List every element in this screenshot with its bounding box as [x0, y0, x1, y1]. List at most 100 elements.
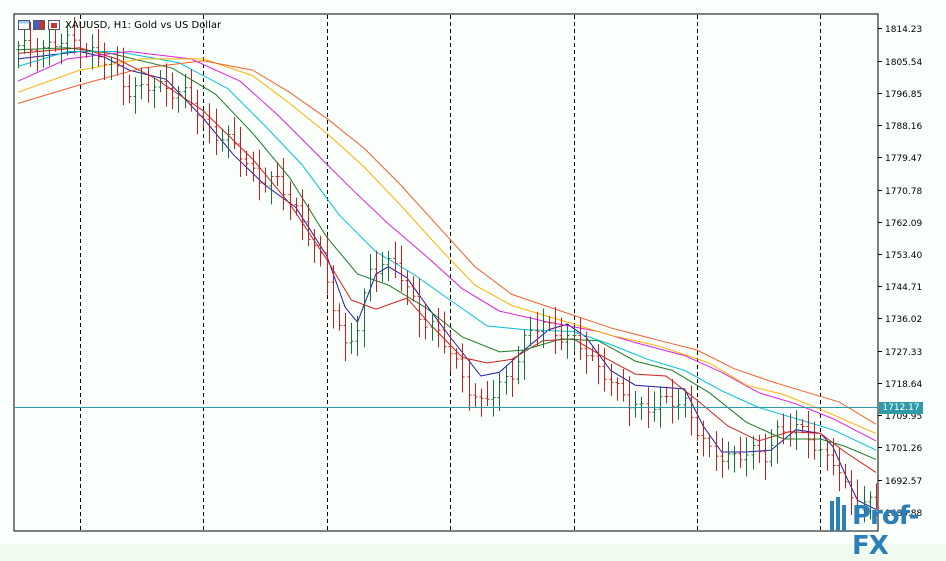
ohlc-bar [602, 348, 607, 392]
ohlc-bar [868, 491, 873, 520]
ohlc-bar [115, 46, 120, 76]
ohlc-bar [689, 385, 694, 436]
ohlc-bar [65, 24, 70, 56]
ohlc-bar [380, 251, 385, 282]
ohlc-bar [300, 189, 305, 241]
ohlc-bar [349, 322, 354, 354]
chart-title: XAUUSD, H1: Gold vs US Dollar [65, 19, 222, 31]
ohlc-bar [695, 399, 700, 441]
ohlc-bar [553, 306, 558, 355]
ohlc-bar [152, 77, 157, 109]
ohlc-bar [96, 29, 101, 67]
ohlc-bar [701, 420, 706, 457]
ohlc-bar [670, 378, 675, 424]
ohlc-bar [769, 429, 774, 467]
ohlc-bar [738, 436, 743, 468]
ohlc-bar [158, 70, 163, 93]
ohlc-bar [615, 377, 620, 401]
ohlc-bar [676, 388, 681, 420]
ohlc-bar [788, 413, 793, 447]
ohlc-bar [781, 413, 786, 445]
symbol-icon[interactable] [48, 20, 60, 30]
ohlc-bar [84, 43, 89, 58]
ohlc-bar [775, 420, 780, 464]
ohlc-bar [874, 483, 879, 510]
window-icon[interactable] [18, 20, 30, 30]
ohlc-bar [331, 265, 336, 329]
ohlc-bar [207, 103, 212, 144]
ohlc-bar [399, 245, 404, 292]
ohlc-bar [565, 324, 570, 359]
ohlc-bar [411, 276, 416, 302]
price-tick-label: 1683.88 [885, 509, 922, 519]
ohlc-bar [226, 125, 231, 159]
ohlc-bar [251, 151, 256, 182]
ohlc-bar [578, 318, 583, 360]
moving-average-line [17, 47, 877, 473]
chart-type-icon[interactable] [33, 20, 45, 30]
ohlc-bar [732, 445, 737, 473]
ohlc-bar [485, 381, 490, 406]
ohlc-bar [794, 410, 799, 451]
ohlc-bar [312, 228, 317, 263]
ohlc-bar [757, 434, 762, 463]
ohlc-bar [454, 348, 459, 369]
ohlc-bar [658, 386, 663, 428]
moving-average-line [17, 58, 877, 434]
ohlc-bar [306, 203, 311, 247]
ohlc-bar [528, 316, 533, 347]
moving-averages [17, 47, 877, 510]
ohlc-bar [497, 373, 502, 412]
ohlc-bar [849, 470, 854, 515]
ohlc-bar [183, 73, 188, 109]
ohlc-bar [325, 235, 330, 295]
moving-average-line [17, 47, 877, 460]
ohlc-bar [442, 311, 447, 354]
ohlc-bar [720, 437, 725, 478]
price-tick-label: 1736.02 [885, 315, 922, 325]
ohlc-bar [288, 181, 293, 221]
ohlc-bar [189, 69, 194, 112]
price-tick-label: 1770.78 [885, 187, 922, 197]
ohlc-bar [201, 109, 206, 128]
ohlc-bar [35, 38, 40, 72]
ohlc-bar [590, 347, 595, 362]
ohlc-bar [751, 435, 756, 470]
ohlc-bar [510, 358, 515, 397]
price-tick-label: 1753.40 [885, 251, 922, 261]
ohlc-bar [837, 448, 842, 492]
ohlc-bar [393, 241, 398, 279]
ohlc-bar [220, 128, 225, 152]
price-bars [16, 17, 879, 524]
ohlc-bar [467, 358, 472, 411]
prof-fx-logo: Prof-FX [818, 494, 943, 561]
ohlc-bar [294, 197, 299, 216]
ohlc-bar [535, 311, 540, 347]
price-tick-label: 1744.71 [885, 283, 922, 293]
ohlc-bar [831, 437, 836, 476]
ohlc-bar [652, 391, 657, 422]
price-chart[interactable]: 1814.23 1805.54 1796.85 1788.16 1779.47 1770.… [0, 0, 946, 544]
price-tick-label: 1796.85 [885, 90, 922, 100]
ohlc-bar [368, 254, 373, 302]
plot-area-border [13, 13, 879, 532]
ohlc-bar [843, 463, 848, 489]
ohlc-bar [318, 235, 323, 267]
ohlc-bar [232, 117, 237, 150]
ohlc-bar [448, 332, 453, 373]
ohlc-bar [812, 421, 817, 460]
ohlc-bar [164, 63, 169, 107]
ohlc-bar [855, 479, 860, 524]
ohlc-bar [504, 365, 509, 395]
ohlc-bar [572, 326, 577, 351]
ohlc-bar [744, 437, 749, 477]
ohlc-bar [522, 329, 527, 381]
ohlc-bar [596, 343, 601, 385]
moving-average-line [17, 50, 877, 510]
ohlc-bar [263, 167, 268, 193]
ohlc-bar [90, 34, 95, 70]
chart-title-bar: XAUUSD, H1: Gold vs US Dollar [18, 18, 221, 32]
ohlc-bar [436, 307, 441, 348]
ohlc-bar [176, 85, 181, 113]
